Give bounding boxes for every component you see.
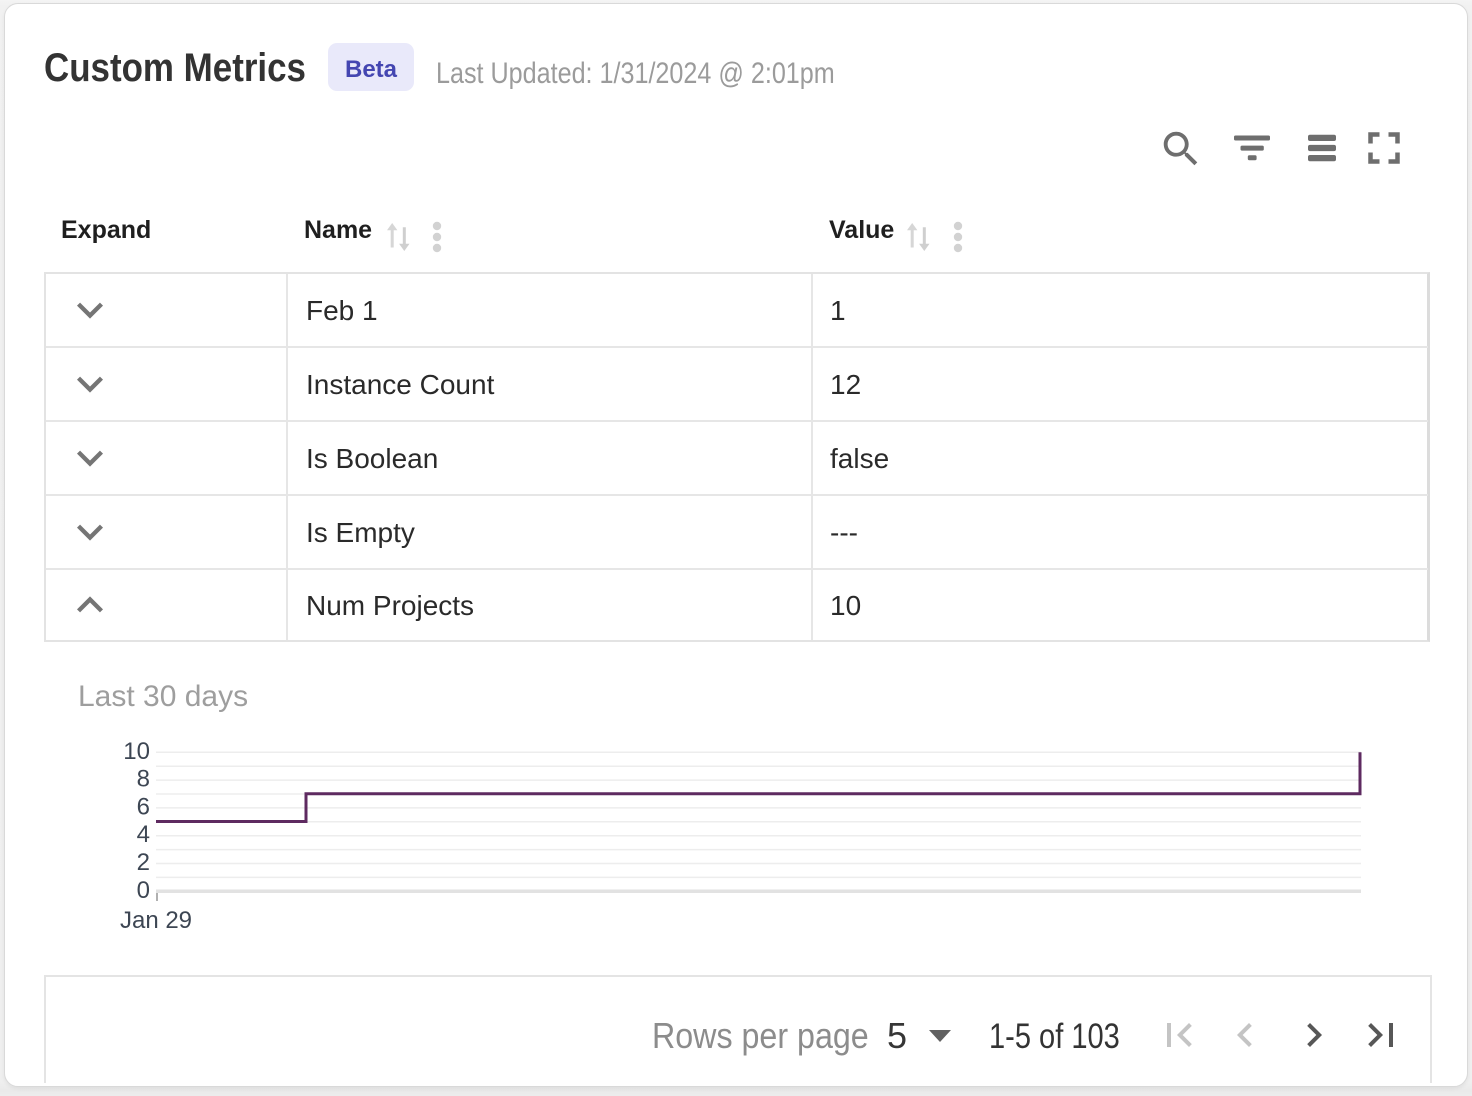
svg-text:Jan 29: Jan 29	[120, 907, 192, 934]
svg-text:6: 6	[137, 793, 150, 820]
svg-text:0: 0	[137, 877, 150, 904]
svg-text:4: 4	[137, 821, 150, 848]
svg-text:10: 10	[123, 738, 150, 765]
svg-text:8: 8	[137, 766, 150, 793]
svg-text:2: 2	[137, 849, 150, 876]
